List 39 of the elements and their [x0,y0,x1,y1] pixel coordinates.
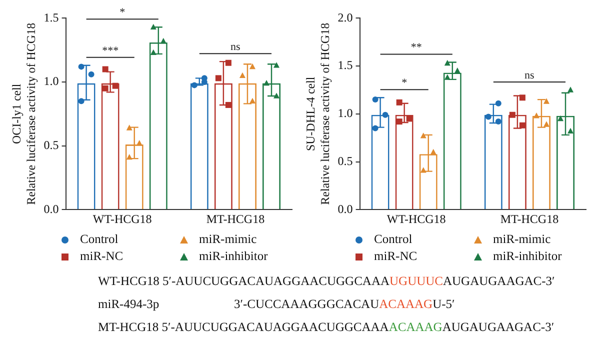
text: miR-494-3p [98,296,160,313]
text: U-5′ [432,296,455,313]
y-tick-label: 0.5 [44,138,59,152]
legend-label: Control [374,232,412,247]
y-tick-label: 1.5 [44,10,59,24]
y-tick-label: 0.5 [338,154,353,168]
annotation: * [402,77,408,90]
text: ACAAAG [388,319,442,336]
y-tick-label: 1.0 [44,74,59,88]
x-tick-label: WT-HCG18 [92,212,152,226]
x-tick-label: WT-HCG18 [386,212,446,226]
x-tick-label: MT-HCG18 [206,212,265,226]
y-tick-label: 2.0 [338,10,353,24]
x-tick-label: MT-HCG18 [500,212,559,226]
y-tick-label: 1.0 [338,106,353,120]
text: 3′-CUCCAAAGGGCACAU [234,296,380,313]
legend-label: miR-NC [80,249,124,264]
legend-label: Control [80,232,118,247]
legend-label: miR-mimic [199,232,257,247]
text: AUGAUGAAGAC-3′ [443,273,555,290]
text: ACAAAG [379,296,433,313]
y-axis-title: OCI-ly1 cell Relative luciferase activity of HCG18 [9,22,38,205]
annotation: *** [102,44,119,57]
text: UGUUUC [390,273,443,290]
legend-label: miR-NC [374,249,418,264]
text: WT-HCG18 5′-AUUCUGGACAUAGGAACUGGCAAA [98,273,390,290]
y-tick-label: 0.0 [44,202,59,216]
annotation: * [120,6,126,19]
text: AUGAUGAAGAC-3′ [442,319,554,336]
annotation: ** [410,42,422,54]
legend-label: miR-mimic [493,232,551,247]
legend-label: miR-inhibitor [493,249,562,264]
legend-label: miR-inhibitor [199,249,268,264]
y-axis-title: SU-DHL-4 cell Relative luciferase activity of HCG18 [303,22,332,205]
annotation: ns [524,69,534,82]
y-tick-label: 1.5 [338,58,353,72]
y-tick-label: 0.0 [338,202,353,216]
annotation: ns [230,40,240,53]
text: MT-HCG18 5′-AUUCUGGACAUAGGAACUGGCAAA [98,319,389,336]
